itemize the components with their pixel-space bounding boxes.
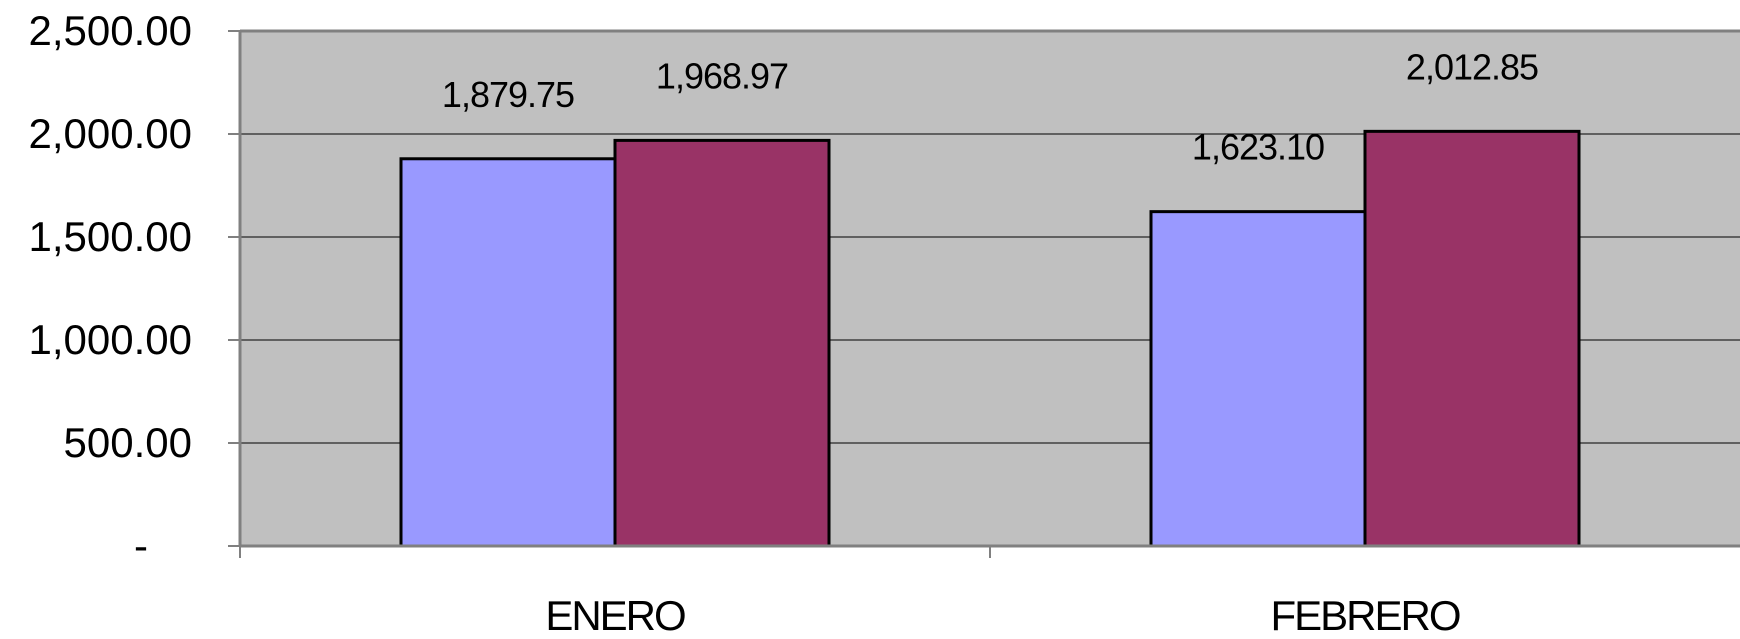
bar (613, 138, 831, 548)
data-label: 1,879.75 (442, 74, 574, 115)
bar (1363, 129, 1581, 548)
y-tick-label: - (134, 522, 148, 569)
y-tick-label: 1,000.00 (29, 316, 193, 363)
labels: - 500.00 1,000.00 1,500.00 2,000.00 2,500.00 1… (29, 7, 1540, 639)
y-tick-label: 2,000.00 (29, 110, 193, 157)
x-tick-label: ENERO (545, 592, 685, 639)
data-label: 1,623.10 (1192, 127, 1324, 168)
bar (399, 157, 617, 548)
bar (1149, 210, 1367, 548)
y-tick-label: 2,500.00 (29, 7, 193, 54)
data-label: 1,968.97 (656, 55, 788, 96)
x-tick-label: FEBRERO (1270, 592, 1459, 639)
data-label: 2,012.85 (1406, 46, 1538, 87)
axes (228, 29, 1740, 558)
y-tick-label: 500.00 (64, 419, 192, 466)
bars (399, 129, 1581, 548)
y-tick-label: 1,500.00 (29, 213, 193, 260)
